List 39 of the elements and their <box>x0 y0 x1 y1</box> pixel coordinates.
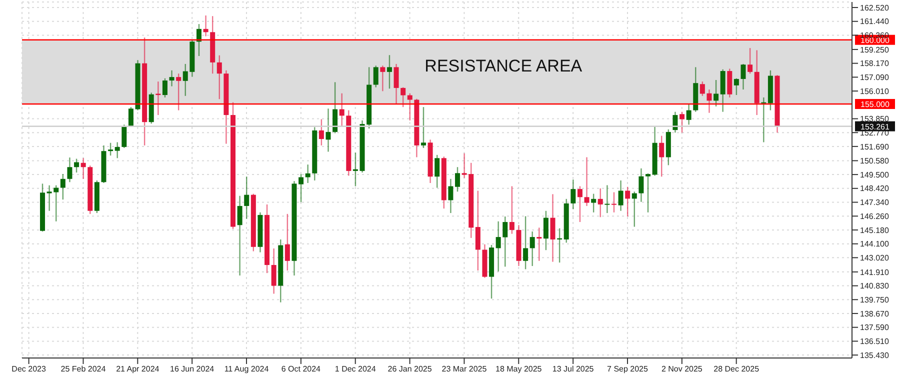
y-tick-label: 161.440 <box>860 17 890 26</box>
y-tick-label: 140.830 <box>860 282 890 291</box>
y-tick-label: 149.500 <box>860 170 890 180</box>
y-tick-label: 145.180 <box>860 226 890 235</box>
y-tick-label: 143.020 <box>860 254 890 263</box>
x-tick-label: 25 Feb 2024 <box>60 364 106 374</box>
y-tick-label: 138.670 <box>860 309 890 318</box>
x-tick-label: 18 May 2025 <box>496 364 542 374</box>
band-label: RESISTANCE AREA <box>424 56 583 76</box>
y-tick-label: 150.580 <box>860 156 890 166</box>
x-tick-label: 26 Jan 2025 <box>388 364 432 374</box>
x-tick-label: 16 Jun 2024 <box>170 364 215 374</box>
y-tick-label: 139.750 <box>860 295 890 304</box>
y-tick-label: 146.260 <box>860 212 890 221</box>
x-tick-label: 2 Nov 2025 <box>661 364 703 374</box>
y-tick-label: 141.910 <box>860 268 890 277</box>
x-tick-label: 1 Dec 2024 <box>334 364 376 374</box>
x-tick-label: 7 Sep 2025 <box>607 364 648 374</box>
x-tick-label: 6 Oct 2024 <box>281 364 322 374</box>
y-tick-label: 147.340 <box>860 198 890 208</box>
y-tick-label: 144.100 <box>860 240 890 249</box>
x-tick-label: 28 Dec 2025 <box>714 364 760 374</box>
y-tick-label: 137.590 <box>860 323 890 332</box>
ref-line-label: 155.000 <box>860 100 890 109</box>
x-tick-label: Dec 2023 <box>12 364 46 374</box>
y-tick-label: 158.170 <box>860 59 890 68</box>
y-tick-label: 135.430 <box>860 350 890 360</box>
y-tick-label: 156.010 <box>860 86 890 96</box>
x-tick-label: 21 Apr 2024 <box>116 364 160 374</box>
x-tick-label: 23 Mar 2025 <box>442 364 488 374</box>
y-tick-label: 162.520 <box>860 3 890 12</box>
y-tick-label: 153.850 <box>860 114 890 124</box>
y-tick-label: 151.690 <box>860 142 890 152</box>
x-tick-label: 11 Aug 2024 <box>224 364 270 374</box>
y-tick-label: 157.090 <box>860 73 890 82</box>
y-tick-label: 136.510 <box>860 337 890 346</box>
y-tick-label: 148.420 <box>860 184 890 194</box>
y-tick-label: 159.250 <box>860 45 890 54</box>
x-tick-label: 13 Jul 2025 <box>552 364 594 374</box>
